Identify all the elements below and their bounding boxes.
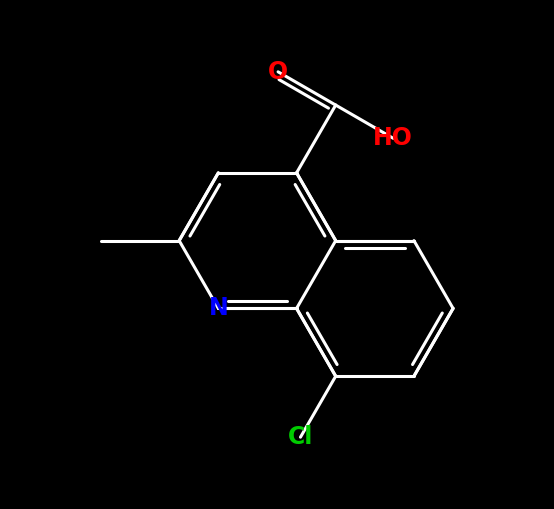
Text: N: N <box>208 296 228 320</box>
Text: O: O <box>268 60 288 84</box>
Text: Cl: Cl <box>288 425 313 449</box>
Text: HO: HO <box>373 126 413 150</box>
